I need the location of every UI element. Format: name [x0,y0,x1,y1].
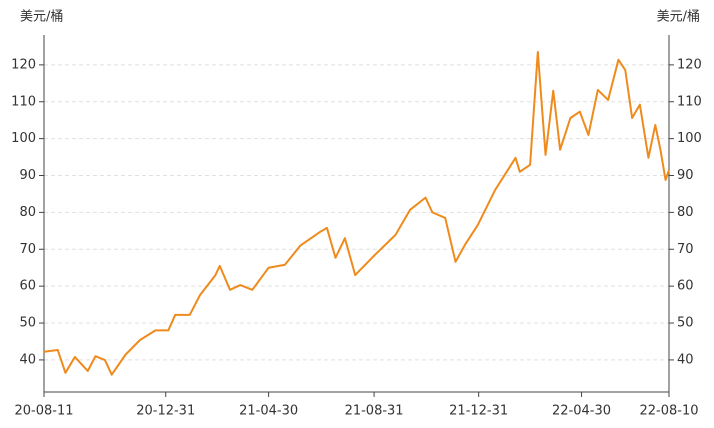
x-tick-label: 20-08-11 [14,404,73,419]
y-tick-label: 40 [19,352,36,367]
y2-tick-label: 50 [677,316,694,331]
y2-tick-label: 70 [677,242,694,257]
x-tick-label: 22-08-10 [639,404,698,419]
data-line [43,50,670,376]
x-tick-label: 22-04-30 [552,404,611,419]
y2-tick-label: 60 [677,279,694,294]
y2-tick-label: 40 [677,352,694,367]
y2-tick-label: 90 [677,168,694,183]
y-axis-label: 美元/桶 [20,10,63,25]
y-tick-label: 90 [19,168,36,183]
y-tick-label: 50 [19,316,36,331]
x-tick-label: 21-08-31 [345,404,404,419]
y2-tick-label: 100 [677,131,702,146]
y-tick-label: 60 [19,279,36,294]
x-tick-label: 20-12-31 [136,404,195,419]
y2-tick-label: 80 [677,205,694,220]
x-tick-label: 21-04-30 [239,404,298,419]
y-tick-label: 100 [11,131,36,146]
y2-tick-label: 120 [677,57,702,72]
y-tick-label: 70 [19,242,36,257]
y-tick-label: 80 [19,205,36,220]
y2-axis-label: 美元/桶 [657,10,700,25]
y2-tick-label: 110 [677,94,702,109]
y-tick-label: 120 [11,57,36,72]
x-tick-label: 21-12-31 [449,404,508,419]
y-tick-label: 110 [11,94,36,109]
